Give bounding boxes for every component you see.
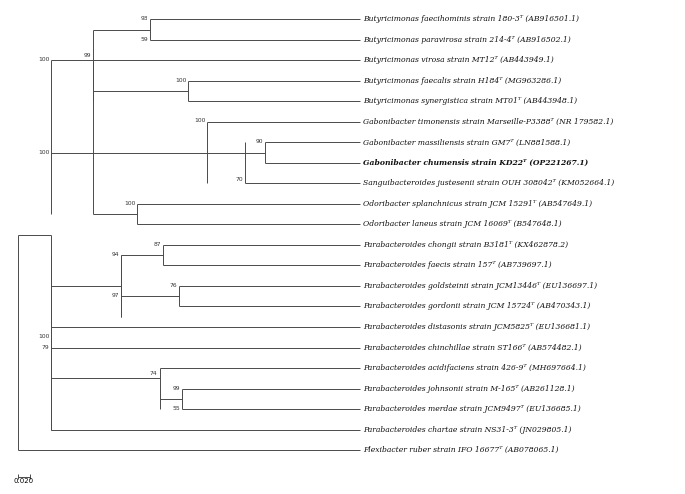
Text: Parabacteroides chongii strain B3181ᵀ (KX462878.2): Parabacteroides chongii strain B3181ᵀ (K… [363,241,569,249]
Text: 70: 70 [236,177,244,182]
Text: 59: 59 [140,37,148,42]
Text: Butyricimonas paravirosa strain 214-4ᵀ (AB916502.1): Butyricimonas paravirosa strain 214-4ᵀ (… [363,36,571,44]
Text: Parabacteroides acidifaciens strain 426-9ᵀ (MH697664.1): Parabacteroides acidifaciens strain 426-… [363,364,586,372]
Text: 99: 99 [84,53,91,58]
Text: Parabacteroides chinchillae strain ST166ᵀ (AB574482.1): Parabacteroides chinchillae strain ST166… [363,343,582,352]
Text: Gabonibacter massiliensis strain GM7ᵀ (LN881588.1): Gabonibacter massiliensis strain GM7ᵀ (L… [363,138,571,146]
Text: 94: 94 [112,252,119,257]
Text: 100: 100 [38,150,49,155]
Text: 76: 76 [169,283,177,288]
Text: Gabonibacter chumensis strain KD22ᵀ (OP221267.1): Gabonibacter chumensis strain KD22ᵀ (OP2… [363,159,588,167]
Text: Sanguibacteroides justesenii strain OUH 308042ᵀ (KM052664.1): Sanguibacteroides justesenii strain OUH … [363,179,614,187]
Text: Parabacteroides merdae strain JCM9497ᵀ (EU136685.1): Parabacteroides merdae strain JCM9497ᵀ (… [363,405,581,413]
Text: 100: 100 [194,118,206,123]
Text: Parabacteroides johnsonii strain M-165ᵀ (AB261128.1): Parabacteroides johnsonii strain M-165ᵀ … [363,384,575,393]
Text: Butyricimonas faecihominis strain 180-3ᵀ (AB916501.1): Butyricimonas faecihominis strain 180-3ᵀ… [363,15,580,23]
Text: 87: 87 [153,242,161,247]
Text: Parabacteroides faecis strain 157ᵀ (AB739697.1): Parabacteroides faecis strain 157ᵀ (AB73… [363,261,552,269]
Text: 79: 79 [42,345,49,350]
Text: 99: 99 [173,386,180,391]
Text: 0.020: 0.020 [14,478,34,484]
Text: Butyricimonas faecalis strain H184ᵀ (MG963286.1): Butyricimonas faecalis strain H184ᵀ (MG9… [363,77,562,85]
Text: 93: 93 [140,16,148,21]
Text: 100: 100 [38,334,49,339]
Text: 55: 55 [172,406,180,411]
Text: Odoribacter laneus strain JCM 16069ᵀ (B547648.1): Odoribacter laneus strain JCM 16069ᵀ (B5… [363,220,562,228]
Text: Gabonibacter timonensis strain Marseille-P3388ᵀ (NR 179582.1): Gabonibacter timonensis strain Marseille… [363,118,614,126]
Text: 74: 74 [150,371,158,376]
Text: Parabacteroides gordonii strain JCM 15724ᵀ (AB470343.1): Parabacteroides gordonii strain JCM 1572… [363,302,590,311]
Text: 97: 97 [112,293,119,298]
Text: Parabacteroides goldsteinii strain JCM13446ᵀ (EU136697.1): Parabacteroides goldsteinii strain JCM13… [363,282,597,290]
Text: 100: 100 [124,201,136,206]
Text: Flexibacter ruber strain IFO 16677ᵀ (AB078065.1): Flexibacter ruber strain IFO 16677ᵀ (AB0… [363,446,559,454]
Text: Butyricimonas virosa strain MT12ᵀ (AB443949.1): Butyricimonas virosa strain MT12ᵀ (AB443… [363,56,554,64]
Text: Parabacteroides distasonis strain JCM5825ᵀ (EU136681.1): Parabacteroides distasonis strain JCM582… [363,323,590,331]
Text: 100: 100 [38,57,49,62]
Text: 90: 90 [255,139,262,144]
Text: Butyricimonas synergistica strain MT01ᵀ (AB443948.1): Butyricimonas synergistica strain MT01ᵀ … [363,97,577,105]
Text: Parabacteroides chartae strain NS31-3ᵀ (JN029805.1): Parabacteroides chartae strain NS31-3ᵀ (… [363,425,572,434]
Text: Odoribacter splanchnicus strain JCM 15291ᵀ (AB547649.1): Odoribacter splanchnicus strain JCM 1529… [363,200,593,208]
Text: 100: 100 [175,78,186,83]
